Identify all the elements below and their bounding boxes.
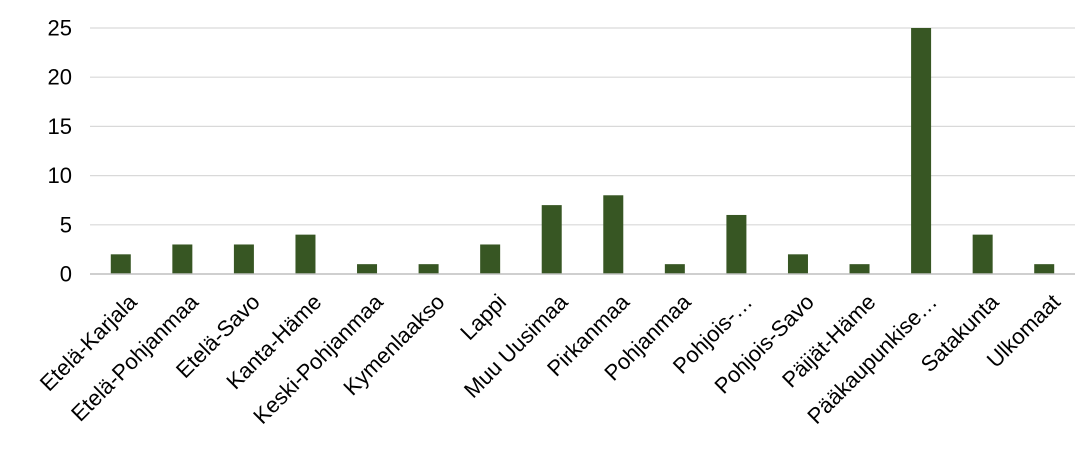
x-tick-label: Lappi bbox=[455, 289, 511, 345]
y-tick-label: 10 bbox=[48, 163, 72, 188]
y-tick-label: 15 bbox=[48, 114, 72, 139]
bar bbox=[357, 264, 378, 274]
bar bbox=[541, 205, 562, 274]
y-tick-label: 5 bbox=[60, 212, 72, 237]
bar bbox=[1034, 264, 1055, 274]
bar bbox=[418, 264, 439, 274]
bar bbox=[787, 254, 808, 274]
bar bbox=[726, 214, 747, 274]
y-tick-label: 0 bbox=[60, 262, 72, 287]
bar bbox=[172, 244, 193, 274]
bar bbox=[664, 264, 685, 274]
bar bbox=[849, 264, 870, 274]
y-axis-ticks: 0 5 10 15 20 25 bbox=[48, 16, 72, 287]
bar bbox=[972, 234, 993, 274]
bar bbox=[233, 244, 254, 274]
y-tick-label: 25 bbox=[48, 16, 72, 41]
bar bbox=[911, 28, 932, 274]
bar bbox=[603, 195, 624, 274]
bar bbox=[480, 244, 501, 274]
bar bbox=[110, 254, 131, 274]
bar bbox=[295, 234, 316, 274]
y-tick-label: 20 bbox=[48, 65, 72, 90]
gridlines bbox=[90, 27, 1075, 226]
x-axis-ticks: Etelä-KarjalaEtelä-PohjanmaaEtelä-SavoKa… bbox=[35, 289, 1065, 429]
bars bbox=[110, 28, 1055, 274]
